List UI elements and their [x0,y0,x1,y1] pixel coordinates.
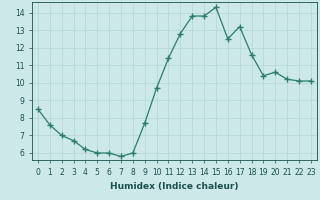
X-axis label: Humidex (Indice chaleur): Humidex (Indice chaleur) [110,182,239,191]
